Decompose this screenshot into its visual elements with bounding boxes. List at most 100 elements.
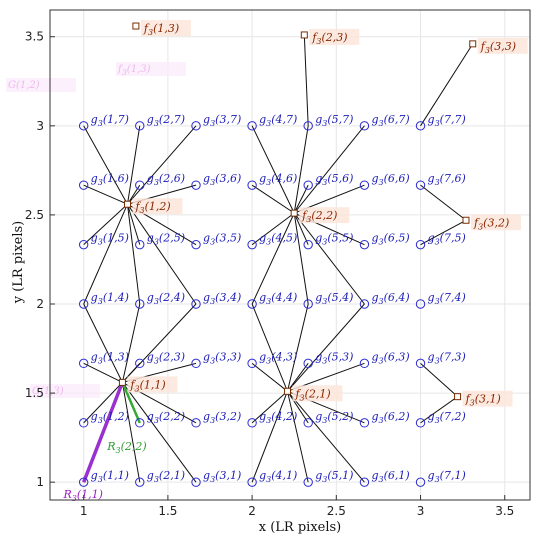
g-point-marker: [135, 299, 145, 309]
g-point-label: g3(1,4): [91, 291, 129, 306]
g-point-marker: [359, 239, 370, 250]
f-point-label: f3(3,2): [473, 216, 509, 231]
g-point-marker: [415, 239, 426, 250]
g-point-marker: [78, 418, 89, 428]
g-point-label: g3(7,6): [428, 172, 466, 187]
g-point-label: g3(6,6): [371, 172, 409, 187]
g-point-marker: [191, 180, 201, 190]
f-point-label-bg: [471, 214, 521, 231]
connection-line: [83, 382, 123, 424]
y-tick-label: 3: [36, 119, 44, 133]
x-tick-label: 2: [248, 504, 256, 518]
g-point-label: g3(6,3): [371, 350, 409, 365]
g-point-label: g3(7,3): [428, 350, 466, 365]
g-point-label: g3(7,4): [428, 291, 466, 306]
g-point-label: g3(6,4): [371, 291, 409, 306]
f-point-label-bg: [462, 390, 513, 407]
g-point-label: g3(6,7): [371, 113, 409, 128]
g-point-marker: [415, 358, 426, 369]
g-point-label: g3(2,6): [147, 172, 185, 187]
g-point-label: g3(2,2): [147, 410, 185, 425]
g-point-marker: [303, 121, 313, 131]
g-point-marker: [247, 477, 257, 487]
highlight-label: R3(2,2): [106, 440, 146, 455]
g-point-marker: [303, 477, 313, 487]
highlight-line: [121, 381, 141, 424]
f-point-label-bg: [127, 376, 178, 393]
g-point-label: g3(2,4): [147, 291, 185, 306]
f-point-marker: [283, 387, 291, 395]
g-point-label: g3(3,6): [203, 172, 241, 187]
grid: [50, 10, 530, 500]
ghost-label-bg: [116, 62, 186, 76]
f-point-marker: [462, 216, 470, 224]
g-point-label: g3(3,5): [203, 232, 241, 247]
connection-line: [251, 212, 295, 246]
g-point-marker: [191, 121, 201, 131]
g-point-marker: [78, 477, 89, 487]
f-point-label: f3(3,3): [480, 40, 516, 55]
g-point-label: g3(5,1): [315, 469, 353, 484]
f-point-label: f3(2,3): [311, 31, 347, 46]
g-point-marker: [303, 239, 313, 250]
f-point-label: f3(2,2): [301, 209, 337, 224]
ghost-label: G(1,3): [32, 386, 64, 397]
connection-line: [83, 125, 128, 205]
g-point-marker: [78, 299, 89, 309]
f-point-label-bg: [299, 207, 350, 224]
connection-line: [293, 125, 309, 214]
connection-line: [420, 43, 474, 127]
g-point-label: g3(4,2): [259, 410, 297, 425]
highlight-label: R3(1,1): [62, 488, 102, 503]
x-tick-label: 2.5: [327, 504, 346, 518]
f-point-marker: [132, 22, 140, 30]
g-point-label: g3(5,7): [315, 113, 353, 128]
axes: 1 1.5 2 2.5 3 3.5 1 1.5 2 2.5 3 3.5: [25, 9, 531, 518]
f-point-marker: [123, 200, 131, 208]
g-point-label: g3(6,2): [371, 410, 409, 425]
f-point-label-bg: [309, 28, 360, 45]
g-point-marker: [303, 358, 313, 369]
f-point-label: f3(1,3): [143, 22, 179, 37]
connection-line: [126, 204, 141, 305]
g-point-marker: [135, 121, 145, 131]
g-point-label: g3(1,5): [91, 232, 129, 247]
connection-line: [251, 390, 288, 424]
g-point-marker: [191, 358, 201, 369]
g-point-marker: [78, 358, 89, 369]
g-point-label: g3(7,1): [428, 469, 466, 484]
g-point-marker: [303, 180, 313, 190]
connection-line: [293, 212, 365, 305]
f-point-label-bg: [477, 37, 528, 54]
ghost-label-bg: [6, 78, 76, 92]
g-point-label: g3(4,3): [259, 350, 297, 365]
connection-line: [287, 303, 365, 392]
g-point-label: g3(1,2): [91, 410, 129, 425]
g-point-marker: [247, 239, 257, 250]
g-point-label: g3(3,3): [203, 350, 241, 365]
f-point-marker: [300, 31, 308, 39]
connection-line: [83, 184, 128, 205]
connection-line: [122, 382, 197, 483]
g-point-label: g3(6,5): [371, 232, 409, 247]
f-point-label: f3(3,1): [465, 393, 501, 408]
x-tick-label: 1: [80, 504, 88, 518]
g-point-marker: [247, 299, 257, 309]
connection-line: [251, 303, 288, 392]
y-tick-label: 1.5: [25, 386, 44, 400]
g-point-marker: [191, 418, 201, 428]
g-point-label: g3(5,4): [315, 291, 353, 306]
g-point-label: g3(3,4): [203, 291, 241, 306]
y-tick-label: 2: [36, 297, 44, 311]
y-axis-label: y (LR pixels): [11, 221, 26, 305]
y-tick-label: 3.5: [25, 30, 44, 44]
f-points: f3(1,1) f3(2,1) f3(3,1) f3(1,2) f3(2,2) f3(3,…: [118, 20, 528, 408]
g-point-marker: [303, 299, 313, 309]
connection-line: [287, 390, 365, 483]
g-point-label: g3(5,5): [315, 232, 353, 247]
connection-line: [293, 212, 309, 245]
g-point-marker: [359, 299, 370, 309]
x-tick-label: 3.5: [495, 504, 514, 518]
g-point-marker: [303, 418, 313, 428]
